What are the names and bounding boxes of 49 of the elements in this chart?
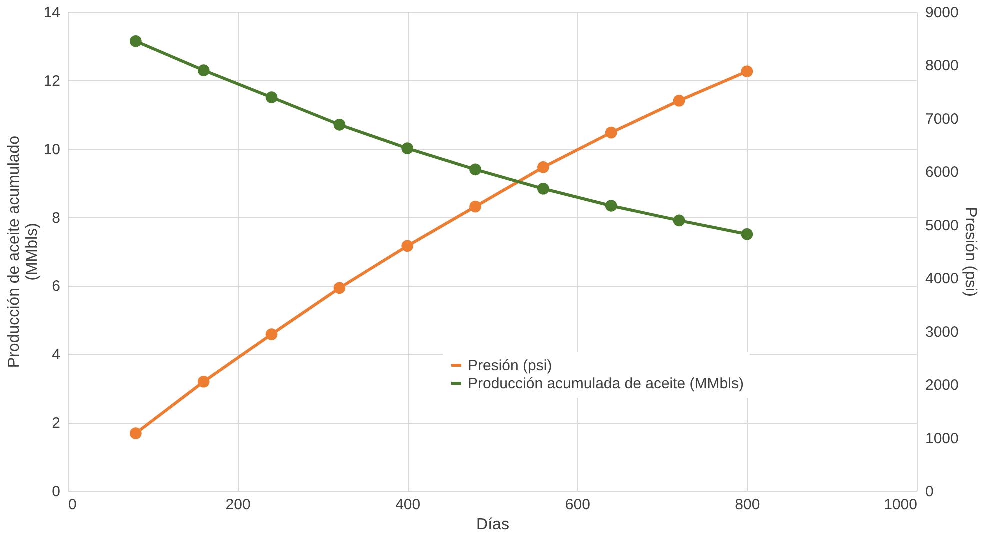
x-axis-title: Días — [476, 516, 510, 534]
y2-tick-label: 1000 — [926, 430, 959, 448]
x-tick-label: 0 — [68, 496, 77, 514]
legend-label: Producción acumulada de aceite (MMbls) — [468, 376, 744, 392]
y-tick-label: 12 — [44, 72, 60, 90]
point — [605, 126, 618, 139]
x-tick-label: 800 — [735, 496, 760, 514]
point — [470, 200, 482, 213]
point — [266, 328, 278, 340]
point — [402, 142, 414, 154]
point — [198, 376, 210, 388]
x-tick-label: 200 — [226, 496, 251, 514]
y2-tick-label: 3000 — [926, 324, 959, 341]
y-tick-label: 10 — [44, 141, 60, 158]
y-tick-label: 8 — [52, 210, 60, 227]
point — [266, 92, 278, 104]
y2-axis-title: Presión (psi) — [962, 207, 979, 297]
y2-tick-label: 8000 — [926, 58, 959, 75]
point — [334, 282, 346, 294]
point — [470, 164, 482, 176]
point — [741, 66, 754, 78]
point — [130, 36, 142, 48]
point — [538, 182, 550, 195]
x-tick-label: 600 — [565, 496, 590, 514]
point — [673, 94, 686, 107]
legend-label: Presión (psi) — [468, 358, 552, 374]
y-tick-label: 2 — [52, 415, 60, 432]
y2-tick-label: 5000 — [926, 217, 959, 234]
point — [538, 162, 550, 174]
x-tick-label: 400 — [396, 496, 421, 514]
point — [605, 200, 618, 212]
y2-tick-label: 0 — [926, 484, 934, 500]
y-tick-label: 4 — [52, 346, 60, 364]
y2-tick-label: 4000 — [926, 270, 959, 288]
y-tick-label: 14 — [44, 4, 60, 22]
point — [334, 119, 346, 131]
y2-tick-label: 9000 — [926, 4, 959, 22]
point — [402, 240, 414, 252]
y2-tick-label: 7000 — [926, 110, 959, 128]
y2-tick-label: 2000 — [926, 377, 959, 394]
y-tick-label: 0 — [52, 484, 60, 500]
y-axis-title: Producción de aceite acumulado (MMbls) — [6, 136, 41, 368]
y2-tick-label: 6000 — [926, 164, 959, 182]
y-tick-label: 6 — [52, 278, 60, 296]
point — [198, 64, 210, 76]
x-tick-label: 1000 — [884, 496, 918, 514]
point — [741, 228, 754, 240]
point — [673, 214, 686, 227]
point — [130, 428, 142, 440]
